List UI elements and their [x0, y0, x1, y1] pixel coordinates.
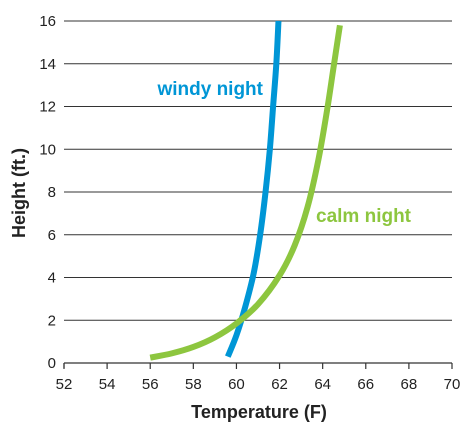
axes [63, 362, 453, 369]
series-label-windy-night: windy night [156, 79, 263, 100]
series-lines [149, 20, 343, 361]
y-tick-label: 12 [39, 99, 56, 116]
x-tick-label: 56 [142, 376, 159, 393]
y-tick-label: 4 [48, 270, 56, 287]
y-tick-label: 8 [48, 184, 56, 201]
x-tick-label: 66 [357, 376, 374, 393]
x-axis-title: Temperature (F) [191, 402, 327, 422]
y-axis-title: Height (ft.) [9, 148, 29, 238]
x-tick-label: 60 [228, 376, 245, 393]
x-tick-label: 68 [401, 376, 418, 393]
x-tick-label: 54 [99, 376, 116, 393]
x-tick-label: 62 [271, 376, 288, 393]
y-tick-label: 0 [48, 355, 56, 372]
x-tick-label: 52 [56, 376, 73, 393]
x-tick-label: 64 [314, 376, 331, 393]
y-tick-label: 16 [39, 13, 56, 30]
y-tick-label: 2 [48, 312, 56, 329]
x-tick-label: 70 [444, 376, 461, 393]
x-tick-label: 58 [185, 376, 202, 393]
y-tick-label: 6 [48, 227, 56, 244]
series-line-calm-night [149, 24, 343, 361]
y-tick-label: 14 [39, 56, 56, 73]
grid-lines [64, 20, 452, 321]
series-label-calm-night: calm night [316, 206, 412, 227]
y-tick-label: 10 [39, 141, 56, 158]
